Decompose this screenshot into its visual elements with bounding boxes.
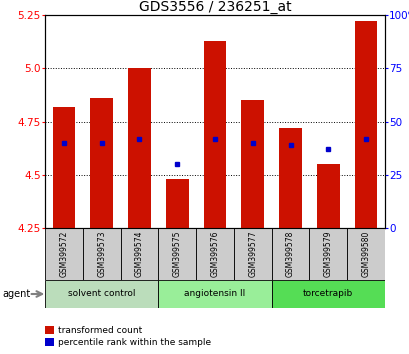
Bar — [316, 164, 339, 228]
Text: GSM399576: GSM399576 — [210, 231, 219, 277]
Bar — [354, 21, 377, 228]
Bar — [233, 228, 271, 280]
Bar — [120, 228, 158, 280]
Text: GSM399572: GSM399572 — [59, 231, 68, 277]
Bar — [271, 280, 384, 308]
Text: transformed count: transformed count — [58, 326, 142, 335]
Bar — [90, 98, 113, 228]
Text: GSM399573: GSM399573 — [97, 231, 106, 277]
Bar — [158, 228, 196, 280]
Text: GSM399578: GSM399578 — [285, 231, 294, 277]
Text: agent: agent — [2, 289, 30, 299]
Bar — [158, 280, 271, 308]
Bar — [52, 107, 75, 228]
Text: solvent control: solvent control — [68, 290, 135, 298]
Bar — [196, 228, 233, 280]
Text: GSM399579: GSM399579 — [323, 231, 332, 277]
Text: percentile rank within the sample: percentile rank within the sample — [58, 338, 211, 347]
Title: GDS3556 / 236251_at: GDS3556 / 236251_at — [138, 0, 291, 14]
Bar — [241, 100, 263, 228]
Bar — [346, 228, 384, 280]
Bar — [309, 228, 346, 280]
Bar — [128, 68, 151, 228]
Bar — [83, 228, 120, 280]
Bar — [279, 128, 301, 228]
Text: GSM399577: GSM399577 — [248, 231, 257, 277]
Bar — [203, 41, 226, 228]
Text: GSM399574: GSM399574 — [135, 231, 144, 277]
Bar — [45, 228, 83, 280]
Bar — [271, 228, 309, 280]
Bar — [166, 179, 188, 228]
Text: torcetrapib: torcetrapib — [303, 290, 353, 298]
Text: angiotensin II: angiotensin II — [184, 290, 245, 298]
Bar — [45, 280, 158, 308]
Text: GSM399580: GSM399580 — [361, 231, 370, 277]
Text: GSM399575: GSM399575 — [172, 231, 181, 277]
